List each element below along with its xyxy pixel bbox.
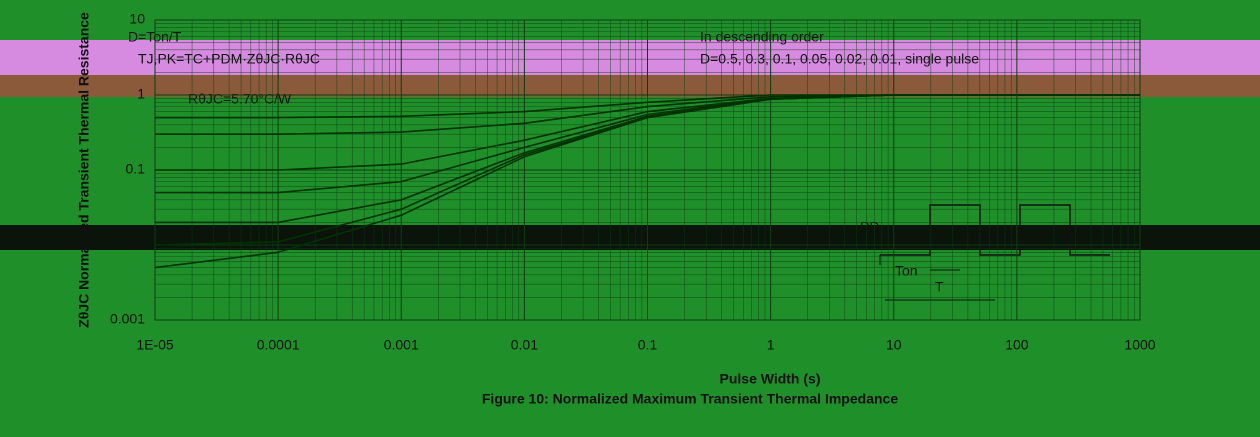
x-tick-label: 1E-05 [136, 337, 174, 353]
x-tick-label: 10 [886, 337, 902, 353]
band [0, 225, 1260, 250]
x-tick-label: 0.001 [384, 337, 419, 353]
series-line [154, 94, 1140, 269]
band [0, 40, 1260, 75]
x-tick-label: 100 [1005, 337, 1029, 353]
y-tick-label: 10 [129, 11, 145, 27]
y-tick-label: 1 [137, 86, 145, 102]
annotation: D=0.5, 0.3, 0.1, 0.05, 0.02, 0.01, singl… [700, 51, 979, 67]
x-tick-label: 0.0001 [257, 337, 300, 353]
x-tick-label: 1000 [1124, 337, 1155, 353]
x-tick-label: 0.01 [511, 337, 538, 353]
y-tick-label: 0.1 [126, 161, 146, 177]
x-tick-label: 0.1 [638, 337, 658, 353]
y-axis-label: ZθJC Normalized Transient Thermal Resist… [76, 12, 92, 328]
pulse-diagram [880, 204, 1110, 256]
x-tick-label: 1 [767, 337, 775, 353]
annotation: T [935, 279, 944, 295]
y-tick-label: 0.001 [110, 311, 145, 327]
annotation: PD [860, 219, 879, 235]
chart-title: Figure 10: Normalized Maximum Transient … [482, 391, 898, 407]
x-axis-label: Pulse Width (s) [720, 371, 821, 387]
annotation: Ton [895, 263, 918, 279]
y-tick-label: 0.01 [118, 236, 145, 252]
